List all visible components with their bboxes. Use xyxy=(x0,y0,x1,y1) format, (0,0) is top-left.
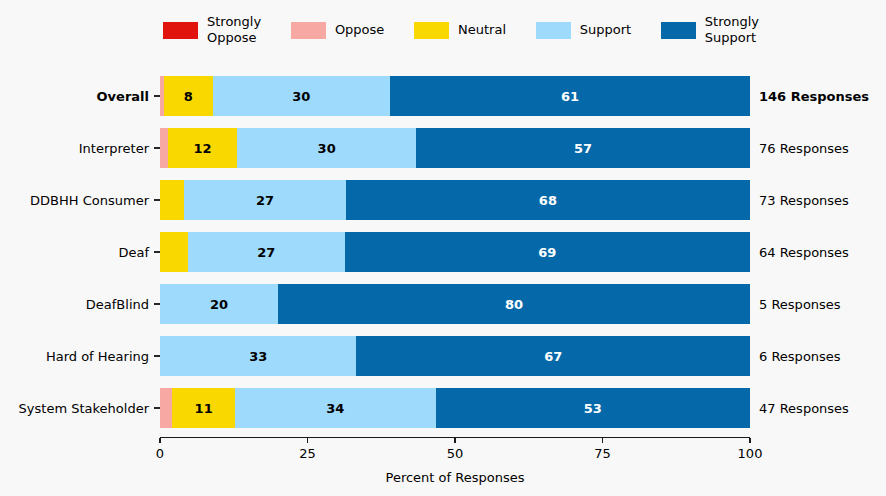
bar-segment-neutral xyxy=(160,180,184,220)
bar-segment-strongly_support: 80 xyxy=(278,284,750,324)
stacked-bar: 27 68 xyxy=(160,180,750,220)
bar-segment-neutral xyxy=(160,232,188,272)
legend: Strongly Oppose Oppose Neutral Support Stron… xyxy=(163,6,759,54)
category-label: Deaf xyxy=(0,245,149,260)
segment-value-label: 11 xyxy=(195,401,213,416)
bar-segment-strongly_support: 68 xyxy=(346,180,750,220)
segment-value-label: 34 xyxy=(326,401,344,416)
bar-segment-support: 27 xyxy=(184,180,346,220)
legend-label: Support xyxy=(580,22,631,38)
stacked-bar: 33 67 xyxy=(160,336,750,376)
bar-row: DeafBlind20805 Responses xyxy=(0,278,886,330)
segment-value-label: 68 xyxy=(539,193,557,208)
legend-swatch-strongly_oppose xyxy=(163,22,198,39)
category-label: System Stakeholder xyxy=(0,401,149,416)
bar-segment-support: 30 xyxy=(213,76,391,116)
category-label: Interpreter xyxy=(0,141,149,156)
segment-value-label: 53 xyxy=(584,401,602,416)
bar-segment-strongly_support: 61 xyxy=(390,76,750,116)
segment-value-label: 8 xyxy=(184,89,193,104)
category-label: Overall xyxy=(0,89,149,104)
stacked-bar: 11 34 53 xyxy=(160,388,750,428)
legend-swatch-support xyxy=(536,22,571,39)
bar-segment-neutral: 11 xyxy=(172,388,235,428)
bar-segment-oppose xyxy=(160,128,168,168)
bar-segment-strongly_support: 57 xyxy=(416,128,750,168)
category-label: DDBHH Consumer xyxy=(0,193,149,208)
legend-item-strongly_oppose: Strongly Oppose xyxy=(163,14,261,45)
x-tick-label: 100 xyxy=(738,446,763,461)
x-tick-mark xyxy=(602,438,604,443)
bar-row: Interpreter 12 30 57 76 Responses xyxy=(0,122,886,174)
legend-item-support: Support xyxy=(536,22,631,39)
legend-label: Strongly Support xyxy=(705,14,759,45)
bar-row: DDBHH Consumer 27 68 73 Responses xyxy=(0,174,886,226)
x-tick-label: 75 xyxy=(594,446,611,461)
segment-value-label: 20 xyxy=(210,297,228,312)
legend-swatch-oppose xyxy=(291,22,326,39)
stacked-bar: 12 30 57 xyxy=(160,128,750,168)
stacked-bar: 2080 xyxy=(160,284,750,324)
bar-segment-support: 34 xyxy=(235,388,436,428)
stacked-bar: 27 69 xyxy=(160,232,750,272)
segment-value-label: 27 xyxy=(257,245,275,260)
segment-value-label: 80 xyxy=(505,297,523,312)
legend-item-oppose: Oppose xyxy=(291,22,384,39)
responses-count-label: 5 Responses xyxy=(759,297,841,312)
x-tick-mark xyxy=(159,438,161,443)
bar-row: Deaf 27 69 64 Responses xyxy=(0,226,886,278)
responses-count-label: 76 Responses xyxy=(759,141,849,156)
bar-segment-strongly_support: 69 xyxy=(345,232,750,272)
segment-value-label: 30 xyxy=(318,141,336,156)
category-label: Hard of Hearing xyxy=(0,349,149,364)
x-tick-label: 0 xyxy=(156,446,164,461)
bar-row: Hard of Hearing 33 67 6 Responses xyxy=(0,330,886,382)
bar-segment-oppose xyxy=(160,388,172,428)
category-label: DeafBlind xyxy=(0,297,149,312)
segment-value-label: 61 xyxy=(561,89,579,104)
x-tick-mark xyxy=(749,438,751,443)
segment-value-label: 12 xyxy=(193,141,211,156)
x-tick-label: 25 xyxy=(299,446,316,461)
x-tick-mark xyxy=(307,438,309,443)
x-axis: 0255075100 xyxy=(160,437,750,468)
segment-value-label: 67 xyxy=(544,349,562,364)
segment-value-label: 27 xyxy=(256,193,274,208)
legend-label: Oppose xyxy=(335,22,384,38)
responses-count-label: 146 Responses xyxy=(759,89,869,104)
bar-rows: Overall 8 30 61 146 Responses Interpreter 12 30… xyxy=(0,70,886,434)
responses-count-label: 47 Responses xyxy=(759,401,849,416)
x-tick-label: 50 xyxy=(447,446,464,461)
segment-value-label: 69 xyxy=(538,245,556,260)
bar-segment-neutral: 8 xyxy=(164,76,212,116)
responses-count-label: 73 Responses xyxy=(759,193,849,208)
legend-swatch-neutral xyxy=(414,22,449,39)
x-tick-mark xyxy=(454,438,456,443)
bar-segment-support: 20 xyxy=(160,284,278,324)
bar-row: Overall 8 30 61 146 Responses xyxy=(0,70,886,122)
legend-label: Strongly Oppose xyxy=(207,14,261,45)
legend-item-neutral: Neutral xyxy=(414,22,506,39)
stacked-bar-chart-figure: Strongly Oppose Oppose Neutral Support Stron… xyxy=(0,0,886,496)
bar-segment-strongly_support: 67 xyxy=(356,336,750,376)
bar-segment-strongly_support: 53 xyxy=(436,388,750,428)
legend-item-strongly_support: Strongly Support xyxy=(661,14,759,45)
legend-swatch-strongly_support xyxy=(661,22,696,39)
bar-segment-support: 27 xyxy=(188,232,345,272)
bar-row: System Stakeholder 11 34 53 47 Responses xyxy=(0,382,886,434)
responses-count-label: 6 Responses xyxy=(759,349,841,364)
segment-value-label: 57 xyxy=(574,141,592,156)
legend-label: Neutral xyxy=(458,22,506,38)
stacked-bar: 8 30 61 xyxy=(160,76,750,116)
bar-segment-neutral: 12 xyxy=(168,128,238,168)
bar-segment-support: 33 xyxy=(160,336,356,376)
bar-segment-support: 30 xyxy=(237,128,416,168)
x-axis-label: Percent of Responses xyxy=(160,470,750,485)
segment-value-label: 30 xyxy=(292,89,310,104)
responses-count-label: 64 Responses xyxy=(759,245,849,260)
segment-value-label: 33 xyxy=(249,349,267,364)
